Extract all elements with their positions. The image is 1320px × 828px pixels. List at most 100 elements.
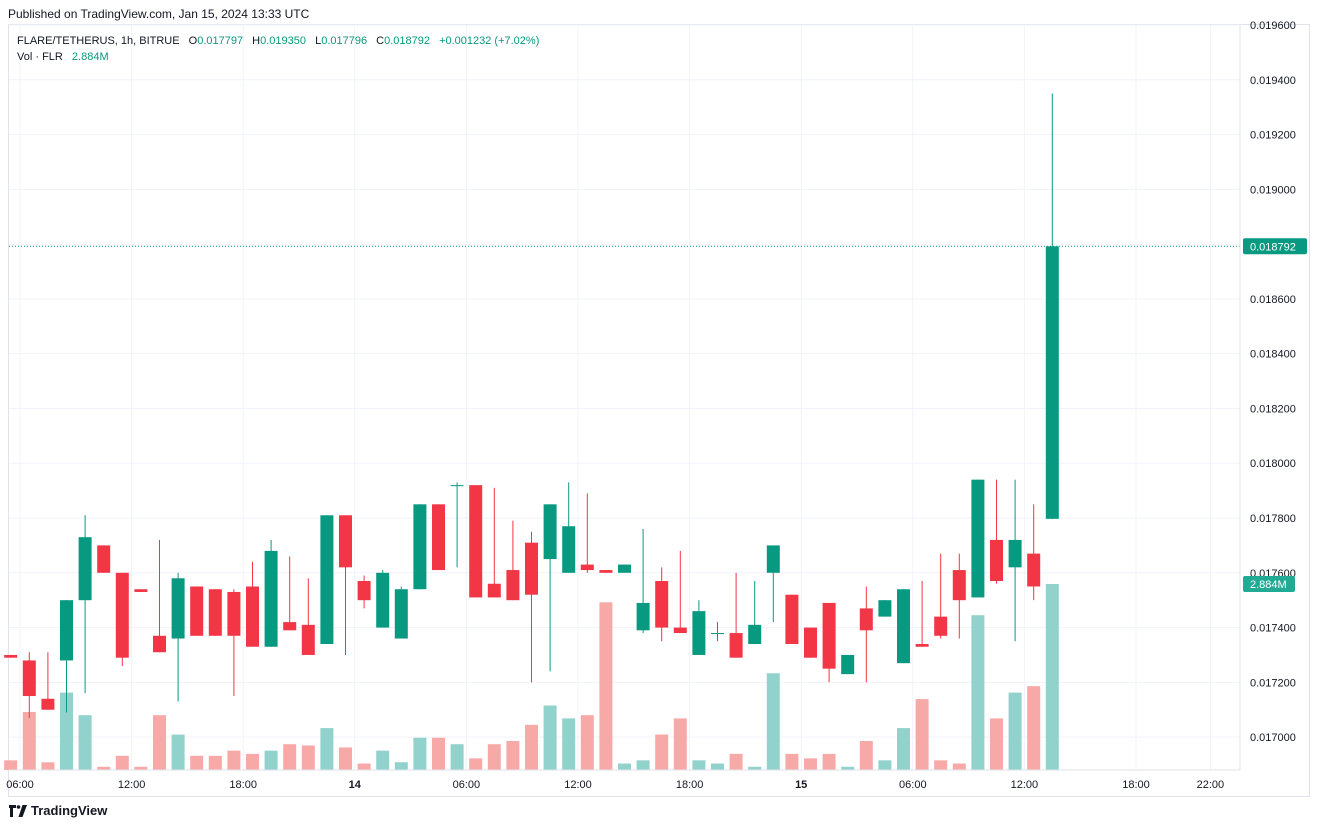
- candle-body: [432, 504, 445, 571]
- candles: [4, 93, 1059, 718]
- x-tick-label: 18:00: [676, 779, 704, 791]
- candle-body: [320, 515, 334, 645]
- candle-body: [878, 600, 892, 617]
- volume-bar: [246, 753, 259, 770]
- candle-body: [134, 589, 148, 592]
- x-tick-label: 12:00: [118, 779, 146, 791]
- volume-bar: [618, 763, 631, 770]
- candle-body: [208, 589, 222, 636]
- volume-bar: [320, 728, 334, 770]
- volume-bar: [562, 718, 576, 770]
- volume-bar: [394, 762, 408, 770]
- candle-body: [506, 570, 520, 601]
- x-tick-label: 14: [349, 779, 362, 791]
- volume-bar: [934, 760, 948, 770]
- x-tick-label: 06:00: [453, 779, 481, 791]
- volume-bar: [469, 758, 483, 770]
- candle-body: [190, 586, 204, 636]
- candle-body: [115, 572, 129, 658]
- y-tick-label: 0.018200: [1250, 403, 1296, 415]
- legend-change-value: +0.001232 (+7.02%): [439, 35, 540, 47]
- volume-bar: [60, 692, 73, 770]
- volume-bar: [153, 715, 166, 770]
- volume-bar: [115, 755, 129, 770]
- volume-bar: [804, 758, 817, 770]
- candle-body: [785, 594, 799, 645]
- published-caption: Published on TradingView.com, Jan 15, 20…: [8, 7, 310, 21]
- candle-body: [915, 644, 929, 647]
- volume-bar: [134, 766, 148, 770]
- candle-body: [655, 581, 669, 628]
- volume-bar: [450, 744, 464, 770]
- candle-body: [580, 564, 594, 571]
- volume-bar: [171, 734, 185, 770]
- last-volume-tag-label: 2.884M: [1250, 579, 1287, 591]
- legend-volume-label: Vol · FLR: [17, 51, 63, 63]
- candle-body: [1045, 246, 1059, 519]
- candle-body: [394, 589, 408, 639]
- y-tick-label: 0.017200: [1250, 677, 1296, 689]
- legend-open-value: 0.017797: [197, 35, 244, 47]
- volume-bar: [283, 744, 297, 770]
- volume-bar: [859, 740, 873, 770]
- x-tick-label: 18:00: [229, 779, 257, 791]
- y-tick-label: 0.019200: [1250, 130, 1296, 142]
- y-tick-label: 0.019400: [1250, 75, 1296, 87]
- volume-bar: [748, 766, 762, 770]
- candle-body: [636, 602, 650, 631]
- volume-bar: [822, 753, 836, 770]
- volume-bar: [729, 753, 743, 770]
- candle-body: [469, 485, 483, 598]
- brand-label: TradingView: [31, 803, 108, 818]
- volume-bar: [227, 750, 241, 770]
- candle-body: [562, 526, 576, 573]
- y-tick-label: 0.019000: [1250, 184, 1296, 196]
- last-price-tag-label: 0.018792: [1250, 241, 1296, 253]
- candle-body: [301, 624, 315, 655]
- volume-bar: [357, 763, 371, 770]
- volume-bar: [506, 740, 520, 770]
- candle-body: [618, 564, 631, 573]
- candle-body: [1027, 553, 1041, 587]
- volume-bar: [878, 760, 892, 770]
- candle-body: [246, 586, 259, 647]
- candle-body: [78, 537, 92, 601]
- y-tick-label: 0.018400: [1250, 349, 1296, 361]
- y-tick-label: 0.018600: [1250, 294, 1296, 306]
- volume-bar: [636, 760, 650, 770]
- legend-symbol[interactable]: FLARE/TETHERUS, 1h, BITRUE: [17, 35, 180, 47]
- x-tick-label: 12:00: [1011, 779, 1039, 791]
- y-axis: 0.0196000.0194000.0192000.0190000.018800…: [1239, 20, 1307, 770]
- candle-body: [22, 660, 36, 697]
- candle-body: [729, 633, 743, 658]
- y-tick-label: 0.018000: [1250, 458, 1296, 470]
- volume-bars: [4, 584, 1059, 770]
- candle-body: [171, 578, 185, 639]
- legend-close-label: C: [376, 35, 385, 47]
- candle-body: [339, 515, 352, 568]
- volume-bar: [78, 715, 92, 770]
- volume-bar: [190, 755, 204, 770]
- volume-bar: [673, 718, 687, 770]
- candle-body: [4, 654, 18, 658]
- candle-body: [804, 627, 817, 658]
- volume-bar: [543, 705, 557, 770]
- volume-bar: [1045, 584, 1059, 770]
- candle-body: [97, 545, 111, 573]
- volume-bar: [264, 750, 278, 770]
- volume-bar: [413, 737, 427, 770]
- volume-bar: [692, 760, 706, 770]
- volume-bar: [711, 763, 724, 770]
- candle-body: [748, 624, 762, 645]
- x-tick-label: 06:00: [899, 779, 927, 791]
- volume-bar: [655, 734, 669, 770]
- legend-open-label: O: [188, 35, 198, 47]
- x-tick-label: 12:00: [564, 779, 592, 791]
- candle-body: [599, 570, 613, 573]
- volume-bar: [952, 763, 966, 770]
- candle-body: [952, 570, 966, 601]
- tradingview-brand[interactable]: TradingView: [9, 803, 107, 818]
- last-price-tag: [1243, 238, 1307, 255]
- x-tick-label: 22:00: [1197, 779, 1225, 791]
